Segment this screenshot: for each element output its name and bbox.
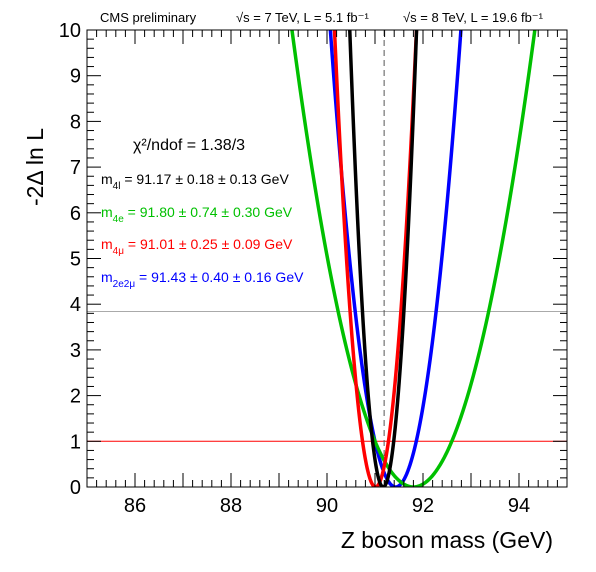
y-tick-label: 7 [70, 157, 81, 179]
y-tick-label: 0 [70, 477, 81, 499]
x-tick-label: 90 [316, 495, 338, 517]
legend-entry-4l: m4l = 91.17 ± 0.18 ± 0.13 GeV [101, 171, 289, 192]
y-tick-label: 8 [70, 111, 81, 133]
chi2-ndof-label: χ²/ndof = 1.38/3 [133, 137, 245, 154]
x-tick-label: 92 [412, 495, 434, 517]
series-curve-m4μ [332, 30, 419, 487]
y-tick-label: 6 [70, 203, 81, 225]
y-axis-label: -2Δ ln L [22, 128, 48, 206]
x-axis-label: Z boson mass (GeV) [341, 527, 553, 553]
x-tick-label: 94 [508, 495, 530, 517]
y-tick-label: 10 [59, 20, 81, 42]
y-tick-label: 5 [70, 249, 81, 271]
legend-entry-4mu: m4μ = 91.01 ± 0.25 ± 0.09 GeV [101, 236, 293, 257]
header-cms-preliminary: CMS preliminary [100, 10, 197, 25]
header-run2-info: √s = 8 TeV, L = 19.6 fb⁻¹ [403, 10, 544, 25]
x-tick-label: 86 [124, 495, 146, 517]
legend-entry-4e: m4e = 91.80 ± 0.74 ± 0.30 GeV [101, 204, 293, 225]
y-tick-label: 2 [70, 386, 81, 408]
y-tick-label: 4 [70, 294, 81, 316]
x-tick-label: 88 [220, 495, 242, 517]
y-tick-label: 1 [70, 431, 81, 453]
series-curve-m2e2μ [328, 30, 463, 487]
header-run1-info: √s = 7 TeV, L = 5.1 fb⁻¹ [236, 10, 369, 25]
y-tick-label: 3 [70, 340, 81, 362]
y-tick-label: 9 [70, 66, 81, 88]
legend-entry-2e2mu: m2e2μ = 91.43 ± 0.40 ± 0.16 GeV [101, 269, 304, 290]
series-curve-m4e [290, 30, 537, 487]
series-curve-m4l [348, 30, 419, 487]
